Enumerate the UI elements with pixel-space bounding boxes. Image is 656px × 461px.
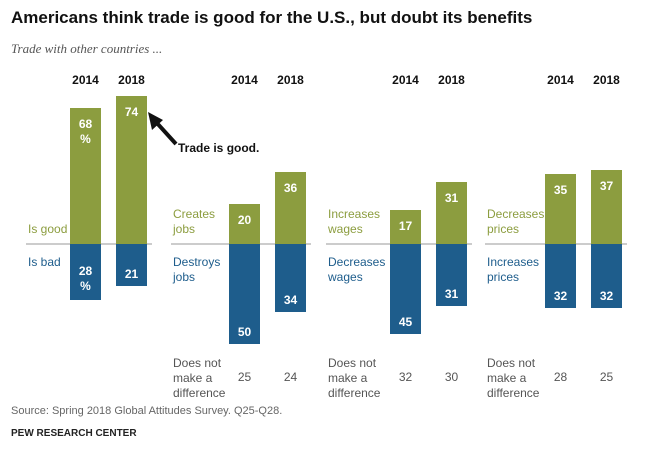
series-label: Increases wages	[328, 207, 381, 236]
bar-negative	[229, 244, 260, 344]
series-label: Is bad	[28, 255, 61, 269]
bar-negative	[70, 244, 101, 300]
series-label: Is good	[28, 222, 68, 236]
subtitle: Trade with other countries ...	[11, 41, 163, 56]
bar-negative	[591, 244, 622, 308]
value-label: 17	[398, 219, 413, 233]
year-label: 2014	[547, 73, 574, 87]
value-label: 28 %	[78, 264, 93, 293]
bar-positive	[70, 108, 101, 244]
neutral-value: 30	[444, 370, 459, 384]
value-label: 37	[599, 179, 614, 193]
bar-positive	[390, 210, 421, 244]
bar-negative	[275, 244, 306, 312]
year-label: 2018	[438, 73, 465, 87]
value-label: 31	[444, 287, 459, 301]
source: Source: Spring 2018 Global Attitudes Sur…	[11, 405, 283, 417]
bar-positive	[591, 170, 622, 244]
value-label: 20	[237, 213, 252, 227]
value-label: 36	[283, 181, 298, 195]
year-label: 2018	[118, 73, 145, 87]
year-label: 2018	[277, 73, 304, 87]
series-label: Increases prices	[487, 255, 540, 284]
title: Americans think trade is good for the U.…	[11, 8, 533, 27]
bar-positive	[545, 174, 576, 244]
value-label: 34	[283, 293, 298, 307]
neutral-value: 32	[398, 370, 413, 384]
year-label: 2014	[231, 73, 258, 87]
value-label: 21	[124, 267, 139, 281]
value-label: 68 %	[78, 117, 93, 146]
value-label: 74	[124, 105, 139, 119]
neutral-value: 25	[237, 370, 252, 384]
bar-negative	[545, 244, 576, 308]
bar-positive	[275, 172, 306, 244]
neutral-value: 24	[283, 370, 298, 384]
neutral-value: 28	[553, 370, 568, 384]
bar-negative	[390, 244, 421, 334]
value-label: 32	[599, 289, 614, 303]
value-label: 50	[237, 325, 252, 339]
bar-positive	[229, 204, 260, 244]
bar-positive	[436, 182, 467, 244]
bar-negative	[436, 244, 467, 306]
year-label: 2018	[593, 73, 620, 87]
series-label: Decreases wages	[328, 255, 386, 284]
series-label: Creates jobs	[173, 207, 216, 236]
neutral-label: Does not make a difference	[487, 356, 540, 400]
credit: PEW RESEARCH CENTER	[11, 428, 137, 439]
annotation-arrow	[154, 120, 178, 146]
annotation-arrowhead	[148, 112, 163, 130]
neutral-value: 25	[599, 370, 614, 384]
annotation: Trade is good.	[178, 141, 260, 155]
value-label: 31	[444, 191, 459, 205]
series-label: Destroys jobs	[173, 255, 221, 284]
value-label: 45	[398, 315, 413, 329]
bar-negative	[116, 244, 147, 286]
neutral-label: Does not make a difference	[328, 356, 381, 400]
year-label: 2014	[392, 73, 419, 87]
neutral-label: Does not make a difference	[173, 356, 226, 400]
value-label: 32	[553, 289, 568, 303]
series-label: Decreases prices	[487, 207, 545, 236]
bar-positive	[116, 96, 147, 244]
value-label: 35	[553, 183, 568, 197]
year-label: 2014	[72, 73, 99, 87]
